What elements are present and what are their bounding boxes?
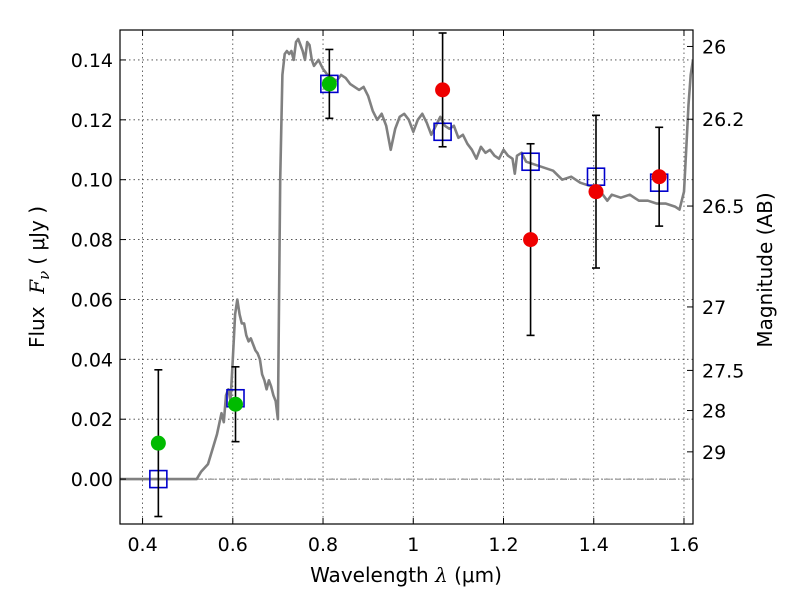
plot-frame <box>119 29 694 525</box>
observed-flux-point <box>150 435 166 451</box>
observed-flux-point <box>321 76 337 92</box>
x-tick-label: 1.6 <box>669 534 699 556</box>
grid-lines <box>120 30 693 524</box>
x-axis-label-prefix: Wavelength <box>310 563 435 587</box>
y-axis-label-unit: ( μJy ) <box>25 206 49 265</box>
y-tick-label: 0.06 <box>71 289 113 311</box>
y2-axis-label: Magnitude (AB) <box>753 192 777 347</box>
y-axis-ticks: 0.00 0.02 0.04 0.06 0.08 0.10 0.12 0.14 <box>71 50 126 491</box>
sed-curve-layer <box>120 37 693 481</box>
y-tick-label: 0.12 <box>71 110 113 132</box>
y-tick-label: 0.04 <box>71 349 113 371</box>
x-tick-label: 1.2 <box>488 534 518 556</box>
y-axis-f-symbol: F <box>25 279 49 295</box>
y2-tick-label: 29 <box>702 442 726 464</box>
y-tick-label: 0.14 <box>71 50 113 72</box>
sed-model-curve <box>120 37 693 481</box>
x-axis-ticks: 0.4 0.6 0.8 1 1.2 1.4 1.6 <box>127 30 699 556</box>
observed-flux-point <box>435 82 451 98</box>
y2-tick-label: 26.2 <box>702 109 744 131</box>
y-axis-nu-subscript: ν <box>35 271 53 280</box>
y2-tick-label: 27 <box>702 297 726 319</box>
observed-flux-point <box>588 184 604 200</box>
y2-tick-label: 27.5 <box>702 360 744 382</box>
marker-layer <box>149 32 669 518</box>
y-tick-label: 0.00 <box>71 469 113 491</box>
x-tick-label: 1 <box>407 534 419 556</box>
observed-flux-point <box>523 232 539 248</box>
x-tick-label: 0.4 <box>127 534 157 556</box>
x-axis-lambda-symbol: λ <box>434 563 448 587</box>
y-axis-label: Flux Fν ( μJy ) <box>25 206 53 348</box>
y2-axis-ticks: 26 26.2 26.5 27 27.5 28 29 <box>687 36 744 464</box>
y-tick-label: 0.08 <box>71 230 113 252</box>
x-tick-label: 0.6 <box>218 534 248 556</box>
y2-tick-label: 28 <box>702 401 726 423</box>
x-axis-label: Wavelength λ (μm) <box>310 563 502 587</box>
y-tick-label: 0.10 <box>71 170 113 192</box>
observed-flux-point <box>651 169 667 185</box>
x-axis-label-unit: (μm) <box>448 563 502 587</box>
x-tick-label: 0.8 <box>308 534 338 556</box>
y-tick-label: 0.02 <box>71 409 113 431</box>
y2-tick-label: 26.5 <box>702 196 744 218</box>
observed-flux-point <box>228 396 244 412</box>
x-tick-label: 1.4 <box>579 534 609 556</box>
y2-tick-label: 26 <box>702 36 726 58</box>
y-axis-label-prefix: Flux <box>25 294 49 348</box>
